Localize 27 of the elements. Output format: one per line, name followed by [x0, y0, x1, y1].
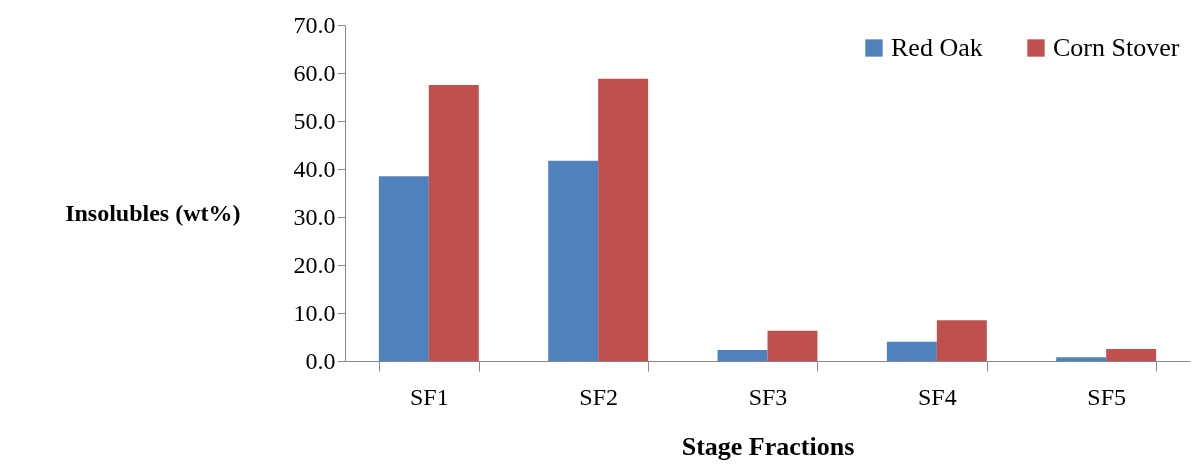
bar [717, 349, 768, 361]
x-tick-label: SF4 [917, 383, 957, 410]
bar [1106, 349, 1157, 361]
x-tick-label: SF2 [579, 383, 619, 410]
y-tick-label: 70.0 [293, 11, 336, 38]
bar [428, 85, 479, 361]
y-tick-label: 0.0 [305, 347, 336, 374]
bar [598, 78, 649, 361]
bar [548, 160, 599, 361]
y-axis-title: Insolubles (wt%) [65, 199, 241, 226]
bar [378, 176, 429, 361]
y-tick-label: 50.0 [293, 107, 336, 134]
bar [767, 330, 818, 361]
y-tick-label: 10.0 [293, 299, 336, 326]
y-tick-label: 20.0 [293, 251, 336, 278]
y-tick-label: 40.0 [293, 155, 336, 182]
y-tick-label: 30.0 [293, 203, 336, 230]
bar [936, 320, 987, 361]
bar [886, 341, 937, 361]
x-tick-label: SF3 [748, 383, 788, 410]
x-axis-title: Stage Fractions [681, 431, 855, 461]
x-tick-label: SF5 [1087, 383, 1127, 410]
legend-label: Corn Stover [1053, 33, 1180, 62]
legend-label: Red Oak [891, 33, 983, 62]
y-tick-label: 60.0 [293, 59, 336, 86]
bar [1056, 357, 1107, 361]
x-tick-label: SF1 [409, 383, 449, 410]
